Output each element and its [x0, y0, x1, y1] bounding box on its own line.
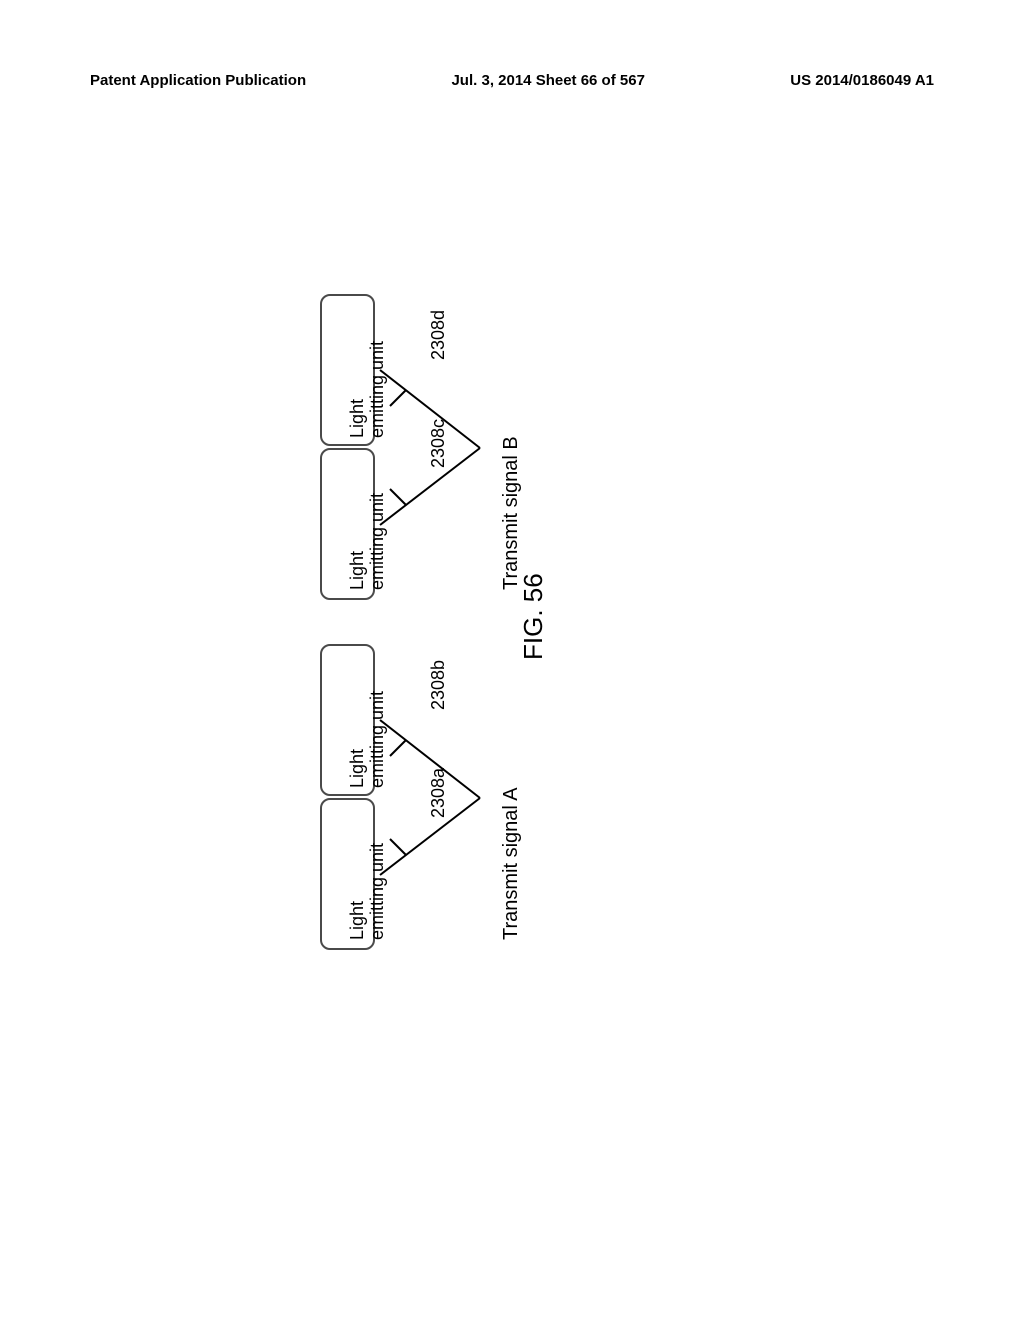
unit-b-line2: emitting unit — [368, 691, 388, 788]
header-left: Patent Application Publication — [90, 72, 306, 89]
header-center: Jul. 3, 2014 Sheet 66 of 567 — [451, 72, 644, 89]
figure-56: FIG. 56 Transmit signal A 2308a 2308b Li… — [320, 290, 800, 950]
unit-d-line1: Light — [348, 399, 368, 438]
signal-group-b: Transmit signal B 2308c 2308d Light emit… — [320, 290, 520, 590]
ref-2308c: 2308c — [428, 419, 449, 468]
unit-a-line1: Light — [348, 901, 368, 940]
header-right: US 2014/0186049 A1 — [790, 72, 934, 89]
unit-c-line2: emitting unit — [368, 493, 388, 590]
ref-2308b: 2308b — [428, 660, 449, 710]
unit-d-line2: emitting unit — [368, 341, 388, 438]
page-header: Patent Application Publication Jul. 3, 2… — [0, 72, 1024, 89]
ref-2308d: 2308d — [428, 310, 449, 360]
ref-2308a: 2308a — [428, 768, 449, 818]
unit-a-line2: emitting unit — [368, 843, 388, 940]
signal-group-a: Transmit signal A 2308a 2308b Light emit… — [320, 640, 520, 940]
unit-c-line1: Light — [348, 551, 368, 590]
unit-b-line1: Light — [348, 749, 368, 788]
